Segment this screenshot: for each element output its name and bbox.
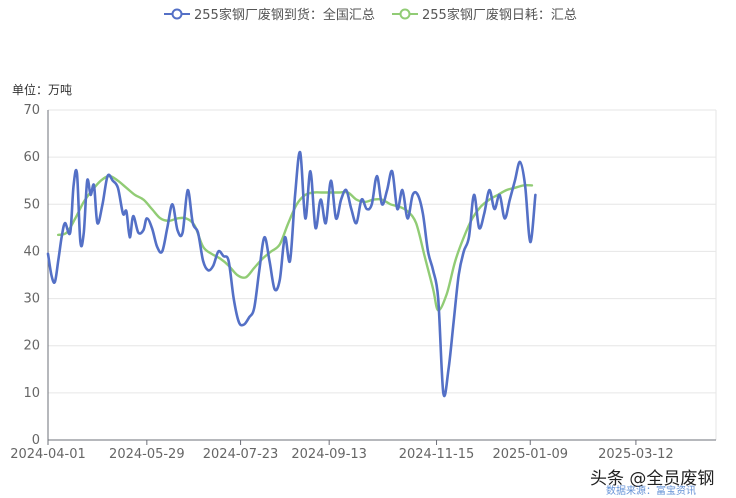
series-line-arrivals (46, 151, 537, 398)
legend-item-consumption[interactable]: 255家钢厂废钢日耗：汇总 (392, 7, 577, 23)
watermark-source: 数据来源：富宝资讯 (606, 484, 696, 497)
grid-lines (48, 109, 716, 394)
y-tick-label-20: 20 (23, 339, 40, 354)
x-tick-label-1: 2024-05-29 (109, 447, 185, 462)
y-tick-label-50: 50 (23, 197, 40, 212)
x-tick-label-3: 2024-09-13 (291, 447, 367, 462)
x-tick-label-2: 2024-07-23 (203, 447, 279, 462)
axes (47, 110, 717, 441)
legend-label-arrivals: 255家钢厂废钢到货：全国汇总 (194, 7, 375, 23)
legend[interactable]: 255家钢厂废钢到货：全国汇总 255家钢厂废钢日耗：汇总 (164, 7, 577, 23)
y-tick-label-70: 70 (23, 103, 40, 118)
legend-item-arrivals[interactable]: 255家钢厂废钢到货：全国汇总 (164, 7, 375, 23)
y-axis-unit-label: 单位：万吨 (12, 82, 72, 97)
y-tick-label-40: 40 (23, 244, 40, 259)
legend-label-consumption: 255家钢厂废钢日耗：汇总 (422, 7, 577, 23)
legend-marker-consumption (399, 8, 411, 20)
x-tick-label-5: 2025-01-09 (492, 447, 568, 462)
watermark: 头条 @全员废钢 数据来源：富宝资讯 (590, 469, 714, 497)
legend-marker-arrivals (171, 8, 183, 20)
y-tick-label-60: 60 (23, 150, 40, 165)
x-tick-label-6: 2025-03-12 (598, 447, 674, 462)
y-tick-label-30: 30 (23, 292, 40, 307)
series-lines (46, 151, 537, 398)
y-tick-label-0: 0 (32, 433, 40, 448)
x-axis-ticks: 2024-04-01 2024-05-29 2024-07-23 2024-09-13… (10, 440, 674, 462)
y-axis-ticks: 0 10 20 30 40 50 60 70 (23, 103, 40, 448)
watermark-text: 头条 @全员废钢 (590, 469, 714, 489)
x-tick-label-0: 2024-04-01 (10, 447, 86, 462)
y-tick-label-10: 10 (23, 386, 40, 401)
series-line-consumption (57, 174, 534, 312)
x-tick-label-4: 2024-11-15 (399, 447, 475, 462)
